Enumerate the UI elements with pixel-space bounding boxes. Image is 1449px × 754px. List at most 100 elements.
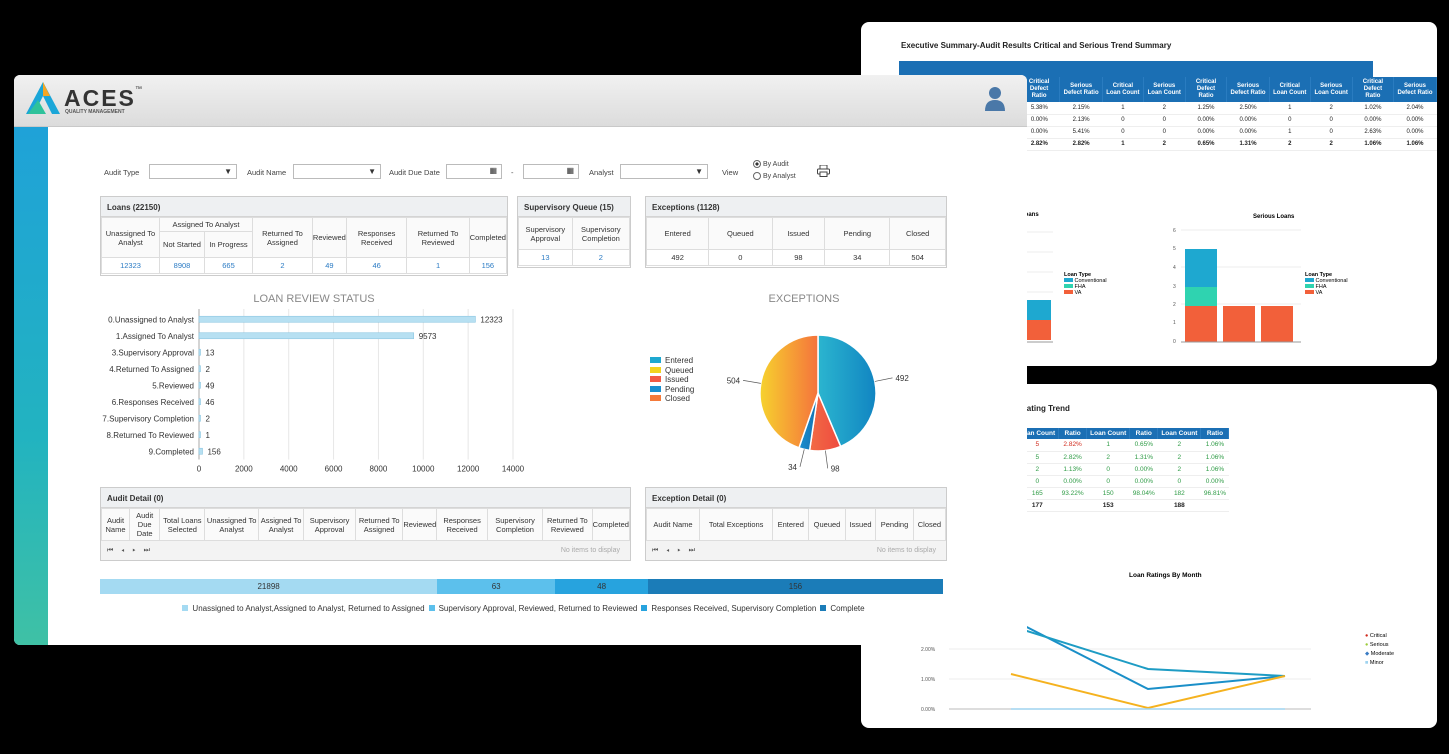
table-row: 5 2.82% 1 0.65% 2 1.06%	[1016, 439, 1229, 452]
table-row: 0.00% 2.13% 0 0 0.00% 0.00% 0 0 0.00% 0.00%	[1019, 114, 1437, 127]
serious-bar-1-fha	[1185, 287, 1217, 306]
due-date-to-input[interactable]: ▦	[523, 164, 579, 179]
table-cell: 1.06%	[1200, 439, 1229, 452]
print-icon[interactable]	[817, 165, 830, 177]
col-audit-name[interactable]: Audit Name	[646, 508, 700, 541]
legend-swatch	[650, 366, 661, 373]
legend-fha: FHA	[1074, 284, 1086, 290]
loans-legend: Loan Type Conventional FHA VA	[1064, 272, 1107, 296]
col-supervisory-completion[interactable]: Supervisory Completion	[486, 508, 544, 541]
col-entered[interactable]: Entered	[772, 508, 810, 541]
category-label: 1.Assigned To Analyst	[116, 332, 195, 341]
col-supervisory-approval[interactable]: Supervisory Approval	[303, 508, 357, 541]
progress-stacked-bar: 21898 63 48 156	[100, 579, 943, 594]
audit-name-label: Audit Name	[247, 168, 287, 177]
analyst-select[interactable]: ▼	[620, 164, 708, 179]
rating-tick-0: 0.00%	[921, 707, 936, 713]
table-cell: 5.41%	[1059, 126, 1103, 139]
user-avatar-icon[interactable]	[984, 85, 1006, 111]
col-reviewed[interactable]: Reviewed	[402, 508, 438, 541]
table-cell: 2	[1157, 439, 1201, 452]
legend-swatch	[820, 605, 827, 611]
col-responses-received[interactable]: Responses Received	[436, 508, 488, 541]
bar-6-responses-received	[198, 398, 201, 406]
x-tick-label: 0	[197, 465, 202, 474]
col-assigned-to-analyst[interactable]: Assigned To Analyst	[258, 508, 305, 541]
col-queued[interactable]: Queued	[808, 508, 846, 541]
table-cell: 2.82%	[1019, 138, 1060, 151]
col-unassigned-to-analyst[interactable]: Unassigned To Analyst	[204, 508, 260, 541]
by-analyst-label: By Analyst	[762, 173, 796, 180]
serious-bar-2-va	[1223, 306, 1255, 342]
col-pending: Pending	[824, 217, 891, 250]
table-cell: 1.13%	[1058, 463, 1087, 476]
table-cell: 2.82%	[1058, 451, 1087, 464]
by-audit-radio[interactable]: By Audit	[753, 159, 796, 171]
serious-tick-3: 3	[1173, 284, 1176, 290]
serious-legend-conventional: Conventional	[1315, 278, 1348, 284]
category-label: 9.Completed	[149, 447, 194, 456]
col-audit-name[interactable]: Audit Name	[101, 508, 130, 541]
loans-unassigned-value[interactable]: 12323	[101, 257, 160, 274]
aces-logo-icon[interactable]	[24, 80, 62, 116]
dashboard-window: ACES ™ QUALITY MANAGEMENT Audit Type ▼ A…	[14, 75, 1027, 645]
col-audit-due-date[interactable]: Audit Due Date	[128, 508, 161, 541]
audit-detail-pager: ⏮◂▸⏭ No items to display	[101, 540, 630, 560]
audit-name-select[interactable]: ▼	[293, 164, 381, 179]
table-row: 2 1.13% 0 0.00% 2 1.06%	[1016, 463, 1229, 476]
rating-trend-table: Loan Count Ratio Loan Count Ratio Loan Count…	[1016, 428, 1230, 512]
supervisory-approval-value[interactable]: 13	[518, 249, 573, 266]
pie-value-label: 98	[831, 464, 840, 473]
table-cell: 1.06%	[1200, 451, 1229, 464]
supervisory-completion-value[interactable]: 2	[571, 249, 631, 266]
table-row: 177 153 188	[1016, 499, 1229, 512]
col-completed[interactable]: Completed	[591, 508, 631, 541]
logo-trademark: ™	[135, 86, 142, 93]
loans-completed-value[interactable]: 156	[468, 257, 508, 274]
exceptions-pending-value: 34	[824, 249, 891, 266]
legend-swatch	[641, 605, 648, 611]
sidebar	[14, 127, 48, 645]
col-reviewed: Reviewed	[311, 217, 347, 258]
by-analyst-radio[interactable]: By Analyst	[753, 171, 796, 183]
table-cell: 0	[1086, 463, 1130, 476]
audit-due-date-label: Audit Due Date	[389, 168, 440, 177]
category-label: 3.Supervisory Approval	[112, 348, 194, 357]
col-returned-to-assigned[interactable]: Returned To Assigned	[355, 508, 404, 541]
col-total-loans-selected[interactable]: Total Loans Selected	[159, 508, 206, 541]
loans-in-progress-value[interactable]: 665	[204, 257, 253, 274]
due-date-from-input[interactable]: ▦	[446, 164, 502, 179]
bar-value-label: 1	[206, 431, 211, 440]
legend-swatch	[182, 605, 189, 611]
col-closed[interactable]: Closed	[912, 508, 947, 541]
legend-label: Issued	[665, 375, 689, 384]
exceptions-panel: Exceptions (1128) Entered Queued Issued …	[645, 196, 947, 268]
loans-responses-value[interactable]: 46	[345, 257, 408, 274]
logo-text: ACES	[64, 85, 136, 111]
pager-nav-icons[interactable]: ⏮◂▸⏭	[107, 547, 158, 554]
progress-segment-2: 63	[437, 579, 556, 594]
header-cell: Ratio	[1200, 428, 1230, 439]
table-cell: 93.22%	[1058, 487, 1087, 500]
header-cell: Loan Count	[1016, 428, 1060, 439]
col-issued[interactable]: Issued	[844, 508, 877, 541]
audit-detail-empty: No items to display	[560, 547, 620, 554]
loans-not-started-value[interactable]: 8908	[159, 257, 205, 274]
pager-nav-icons[interactable]: ⏮◂▸⏭	[652, 547, 703, 554]
bar-8-returned-to-reviewed	[198, 431, 201, 439]
progress-legend-item: Unassigned to Analyst,Assigned to Analys…	[192, 604, 425, 613]
audit-detail-title: Audit Detail (0)	[101, 488, 630, 508]
loans-returned-reviewed-value[interactable]: 1	[406, 257, 470, 274]
loan-review-status-chart: 0 2000 4000 6000 8000 10000 12000 14000 0.Unassi…	[102, 309, 525, 474]
header-cell: Loan Count	[1086, 428, 1131, 439]
exception-detail-empty: No items to display	[876, 547, 936, 554]
pie-value-label: 504	[727, 376, 741, 385]
loans-returned-assigned-value[interactable]: 2	[252, 257, 313, 274]
loans-reviewed-value[interactable]: 49	[311, 257, 347, 274]
header-cell: Serious Loan Count	[1143, 77, 1186, 102]
col-pending[interactable]: Pending	[875, 508, 914, 541]
audit-type-select[interactable]: ▼	[149, 164, 237, 179]
col-total-exceptions[interactable]: Total Exceptions	[698, 508, 774, 541]
table-cell: 2	[1157, 451, 1201, 464]
col-returned-to-reviewed[interactable]: Returned To Reviewed	[542, 508, 593, 541]
